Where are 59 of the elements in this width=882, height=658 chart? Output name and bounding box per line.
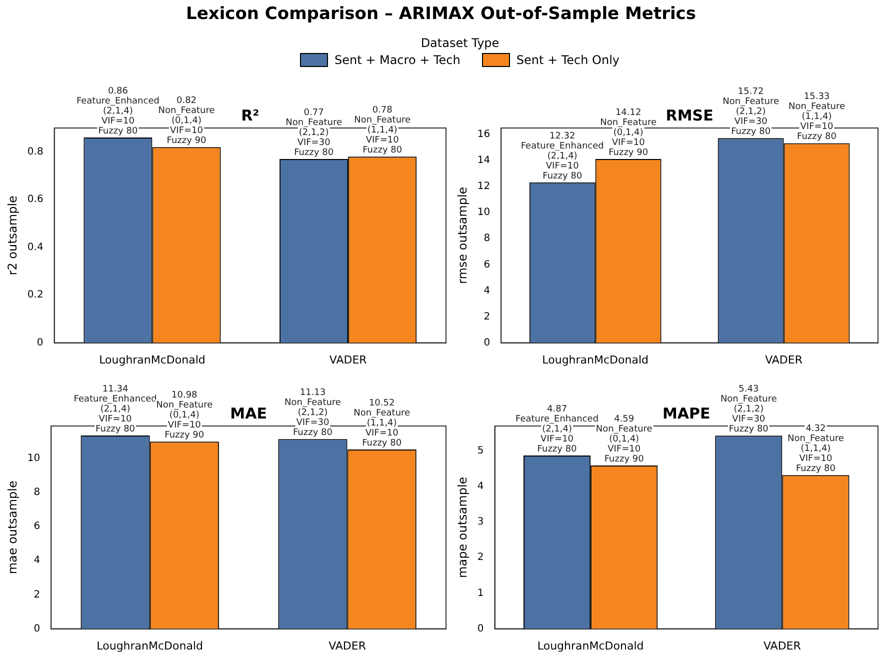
y-tick-label: 0 bbox=[484, 337, 490, 348]
y-axis-title: r2 outsample bbox=[5, 196, 20, 276]
y-tick-label: 2 bbox=[34, 589, 40, 600]
y-axis-title: rmse outsample bbox=[455, 186, 470, 284]
data-label: 15.72 Non_Feature (2,1,2) VIF=30 Fuzzy 80 bbox=[722, 87, 780, 137]
y-tick-label: 8 bbox=[484, 233, 490, 244]
y-tick-label: 2 bbox=[477, 552, 484, 564]
x-tick-label: LoughranMcDonald bbox=[96, 639, 204, 652]
y-tick-label: 12 bbox=[477, 181, 490, 192]
legend-label: Sent + Macro + Tech bbox=[334, 53, 460, 67]
data-label: 5.43 Non_Feature (2,1,2) VIF=30 Fuzzy 80 bbox=[720, 384, 778, 434]
data-label: 0.82 Non_Feature (0,1,4) VIF=10 Fuzzy 90 bbox=[158, 96, 216, 146]
text: Lexicon Comparison – ARIMAX Out-of-Sample Metrics bbox=[185, 4, 697, 24]
legend-title: Dataset Type bbox=[420, 36, 500, 50]
y-tick-label: 4 bbox=[477, 481, 484, 492]
y-tick-label: 10 bbox=[27, 452, 40, 464]
y-axis-title: mae outsample bbox=[5, 480, 20, 574]
x-tick-label: LoughranMcDonald bbox=[537, 639, 644, 652]
y-tick-label: 2 bbox=[484, 311, 490, 322]
y-tick-label: 8 bbox=[34, 487, 40, 498]
y-tick-label: 0.6 bbox=[27, 194, 44, 206]
x-tick-label: VADER bbox=[765, 353, 803, 366]
y-tick-label: 3 bbox=[477, 516, 484, 528]
x-tick-label: VADER bbox=[763, 639, 802, 652]
y-axis-title: mape outsample bbox=[455, 476, 470, 578]
data-label: 12.32 Feature_Enhanced (2,1,4) VIF=10 Fuzzy 80 bbox=[520, 131, 604, 182]
y-tick-label: 0 bbox=[36, 337, 44, 348]
chart-title: R² bbox=[241, 106, 260, 124]
y-tick-label: 0 bbox=[477, 623, 484, 634]
x-tick-label: LoughranMcDonald bbox=[99, 353, 206, 366]
x-tick-label: VADER bbox=[328, 639, 366, 652]
y-tick-label: 6 bbox=[34, 521, 40, 532]
data-label: 15.33 Non_Feature (1,1,4) VIF=10 Fuzzy 80 bbox=[788, 92, 846, 142]
chart-title: RMSE bbox=[666, 106, 714, 124]
y-tick-label: 0.2 bbox=[27, 290, 44, 301]
data-label: 0.78 Non_Feature (1,1,4) VIF=10 Fuzzy 80 bbox=[354, 105, 412, 156]
y-tick-label: 5 bbox=[477, 446, 484, 456]
chart-title: MAPE bbox=[662, 404, 710, 422]
chart-title: MAE bbox=[230, 404, 267, 422]
data-label: 11.34 Feature_Enhanced (2,1,4) VIF=10 Fuzzy 80 bbox=[74, 384, 157, 434]
data-label: 10.98 Non_Feature (0,1,4) VIF=10 Fuzzy 90 bbox=[156, 390, 214, 441]
y-tick-label: 10 bbox=[477, 207, 490, 218]
y-tick-label: 14 bbox=[477, 155, 490, 166]
data-label: 4.32 Non_Feature (1,1,4) VIF=10 Fuzzy 80 bbox=[787, 424, 844, 474]
x-tick-label: VADER bbox=[329, 353, 368, 366]
y-tick-label: 0.4 bbox=[27, 242, 44, 253]
y-tick-label: 0.8 bbox=[27, 146, 44, 158]
legend-label: Sent + Tech Only bbox=[516, 53, 620, 67]
x-tick-label: LoughranMcDonald bbox=[542, 353, 649, 366]
y-tick-label: 6 bbox=[484, 259, 490, 270]
data-label: 10.52 Non_Feature (1,1,4) VIF=10 Fuzzy 80 bbox=[354, 398, 411, 448]
y-tick-label: 0 bbox=[34, 623, 40, 634]
data-label: 0.77 Non_Feature (2,1,2) VIF=30 Fuzzy 80 bbox=[286, 108, 342, 158]
y-tick-label: 16 bbox=[477, 129, 490, 140]
data-label: 11.13 Non_Feature (2,1,2) VIF=30 Fuzzy 80 bbox=[284, 388, 342, 438]
y-tick-label: 4 bbox=[484, 285, 490, 296]
y-tick-label: 4 bbox=[34, 555, 40, 566]
y-tick-label: 1 bbox=[477, 588, 484, 599]
data-label: 0.86 Feature_Enhanced (2,1,4) VIF=10 Fuzzy 80 bbox=[76, 86, 160, 136]
